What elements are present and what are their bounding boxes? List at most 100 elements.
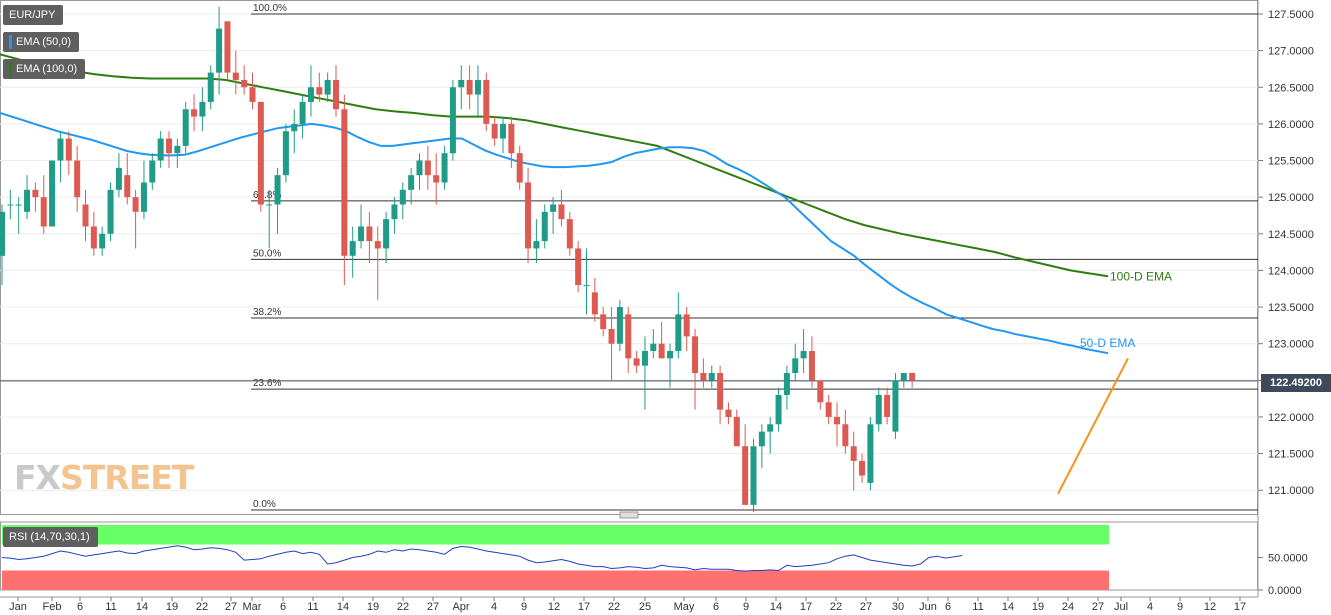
price-tick-label: 121.5000 bbox=[1268, 449, 1314, 461]
candle-body bbox=[500, 123, 506, 139]
candle-body bbox=[307, 87, 314, 102]
time-tick-label: Feb bbox=[43, 601, 62, 613]
candle-body bbox=[7, 204, 14, 206]
price-tick-label: 126.0000 bbox=[1268, 119, 1314, 131]
candle-body bbox=[232, 72, 239, 80]
candle-body bbox=[324, 79, 331, 95]
candle-body bbox=[49, 160, 56, 227]
candle-body bbox=[558, 204, 565, 220]
candle-body bbox=[274, 175, 281, 205]
candle-body bbox=[291, 123, 298, 132]
candle-body bbox=[867, 424, 874, 483]
candle-body bbox=[257, 101, 264, 205]
candle-body bbox=[767, 424, 774, 432]
ema-50-line: 50-D EMA bbox=[0, 111, 1135, 355]
time-tick-label: Jul bbox=[1114, 601, 1128, 613]
candle-body bbox=[758, 431, 765, 447]
symbol-legend[interactable]: EUR/JPY bbox=[3, 5, 64, 25]
candle-body bbox=[241, 79, 248, 88]
candle-body bbox=[708, 372, 715, 381]
time-tick-label: 19 bbox=[166, 601, 178, 613]
candle-body bbox=[224, 21, 231, 73]
fib-label: 38.2% bbox=[253, 307, 281, 318]
candle-body bbox=[441, 153, 448, 183]
rsi-oversold-zone bbox=[2, 570, 1109, 590]
candle-body bbox=[742, 446, 749, 505]
candle-body bbox=[74, 160, 81, 198]
ema50-polyline bbox=[0, 111, 1109, 355]
time-tick-label: 27 bbox=[1092, 601, 1104, 613]
candle-body bbox=[600, 314, 607, 330]
fib-label: 23.6% bbox=[253, 378, 281, 389]
ema50-legend-label: EMA (50,0) bbox=[16, 36, 72, 48]
time-tick-label: 27 bbox=[225, 601, 237, 613]
time-tick-label: 11 bbox=[307, 601, 318, 613]
time-tick-label: 11 bbox=[105, 601, 116, 613]
time-tick-label: 22 bbox=[196, 601, 208, 613]
time-tick-label: 25 bbox=[639, 601, 651, 613]
candle-body bbox=[282, 131, 289, 176]
candle-body bbox=[399, 189, 406, 205]
time-tick-label: 4 bbox=[1147, 601, 1153, 613]
candle-body bbox=[508, 123, 515, 154]
candle-body bbox=[842, 424, 849, 447]
candle-body bbox=[675, 314, 682, 352]
price-tick-label: 124.0000 bbox=[1268, 265, 1314, 277]
candle-body bbox=[341, 109, 348, 256]
candle-body bbox=[750, 446, 757, 505]
rsi-tick-label: 0.0000 bbox=[1268, 585, 1302, 597]
candle-body bbox=[875, 394, 882, 425]
candle-body bbox=[333, 79, 339, 110]
rsi-legend-label: RSI (14,70,30,1) bbox=[9, 531, 90, 543]
time-tick-label: 22 bbox=[830, 601, 842, 613]
candle-body bbox=[783, 372, 790, 395]
ema50-swatch bbox=[9, 35, 12, 50]
candle-body bbox=[491, 123, 498, 139]
candle-body bbox=[166, 138, 172, 154]
time-tick-label: 22 bbox=[397, 601, 409, 613]
candle-body bbox=[900, 372, 907, 381]
candle-body bbox=[424, 160, 431, 176]
candle-body bbox=[566, 219, 573, 249]
rsi-line bbox=[1, 545, 963, 572]
ema50-legend[interactable]: EMA (50,0) bbox=[3, 32, 80, 52]
time-axis: Jan Feb 6 11 14 19 22 27 Mar 6 11 14 19 22 27 Apr 4 9 12 17… bbox=[0, 596, 1258, 613]
candle-body bbox=[591, 292, 598, 315]
time-tick-label: 14 bbox=[1002, 601, 1014, 613]
price-tick-label: 125.5000 bbox=[1268, 156, 1314, 168]
rsi-tick-label: 50.0000 bbox=[1268, 553, 1308, 565]
ema100-legend[interactable]: EMA (100,0) bbox=[3, 59, 86, 79]
candle-body bbox=[416, 160, 423, 176]
time-tick-label: 17 bbox=[800, 601, 812, 613]
candle-body bbox=[641, 351, 648, 366]
time-tick-label: 24 bbox=[1062, 601, 1074, 613]
time-tick-label: 9 bbox=[1177, 601, 1183, 613]
time-tick-label: Mar bbox=[243, 601, 262, 613]
time-tick-label: 12 bbox=[548, 601, 560, 613]
symbol-label: EUR/JPY bbox=[9, 9, 56, 21]
candle-body bbox=[859, 460, 866, 476]
time-tick-label: 9 bbox=[743, 601, 749, 613]
candle-body bbox=[650, 343, 657, 352]
price-tick-label: 126.5000 bbox=[1268, 82, 1314, 94]
fib-label: 0.0% bbox=[253, 499, 276, 510]
candle-body bbox=[15, 204, 22, 206]
rsi-panel: 50.0000 0.0000 bbox=[0, 511, 1308, 597]
price-axis: 127.5000 127.0000 126.5000 126.0000 125.5000… bbox=[1258, 9, 1314, 497]
candle-body bbox=[82, 204, 89, 227]
pane-resize-handle bbox=[619, 511, 639, 519]
candle-body bbox=[850, 446, 857, 461]
time-tick-label: 6 bbox=[945, 601, 951, 613]
fibonacci-levels: 100.0% 61.8% 50.0% 38.2% 23.6% 0.0% bbox=[0, 3, 1258, 511]
fib-label: 100.0% bbox=[253, 3, 287, 14]
time-tick-label: 6 bbox=[713, 601, 719, 613]
candle-body bbox=[65, 138, 72, 161]
candle-body bbox=[191, 109, 198, 117]
current-price-tag: 122.49200 bbox=[1261, 374, 1331, 392]
candle-body bbox=[57, 138, 64, 161]
time-tick-label: 22 bbox=[608, 601, 620, 613]
candle-body bbox=[483, 79, 490, 124]
trendline bbox=[1057, 357, 1129, 495]
rsi-legend[interactable]: RSI (14,70,30,1) bbox=[3, 527, 98, 547]
time-tick-label: Jan bbox=[9, 601, 27, 613]
